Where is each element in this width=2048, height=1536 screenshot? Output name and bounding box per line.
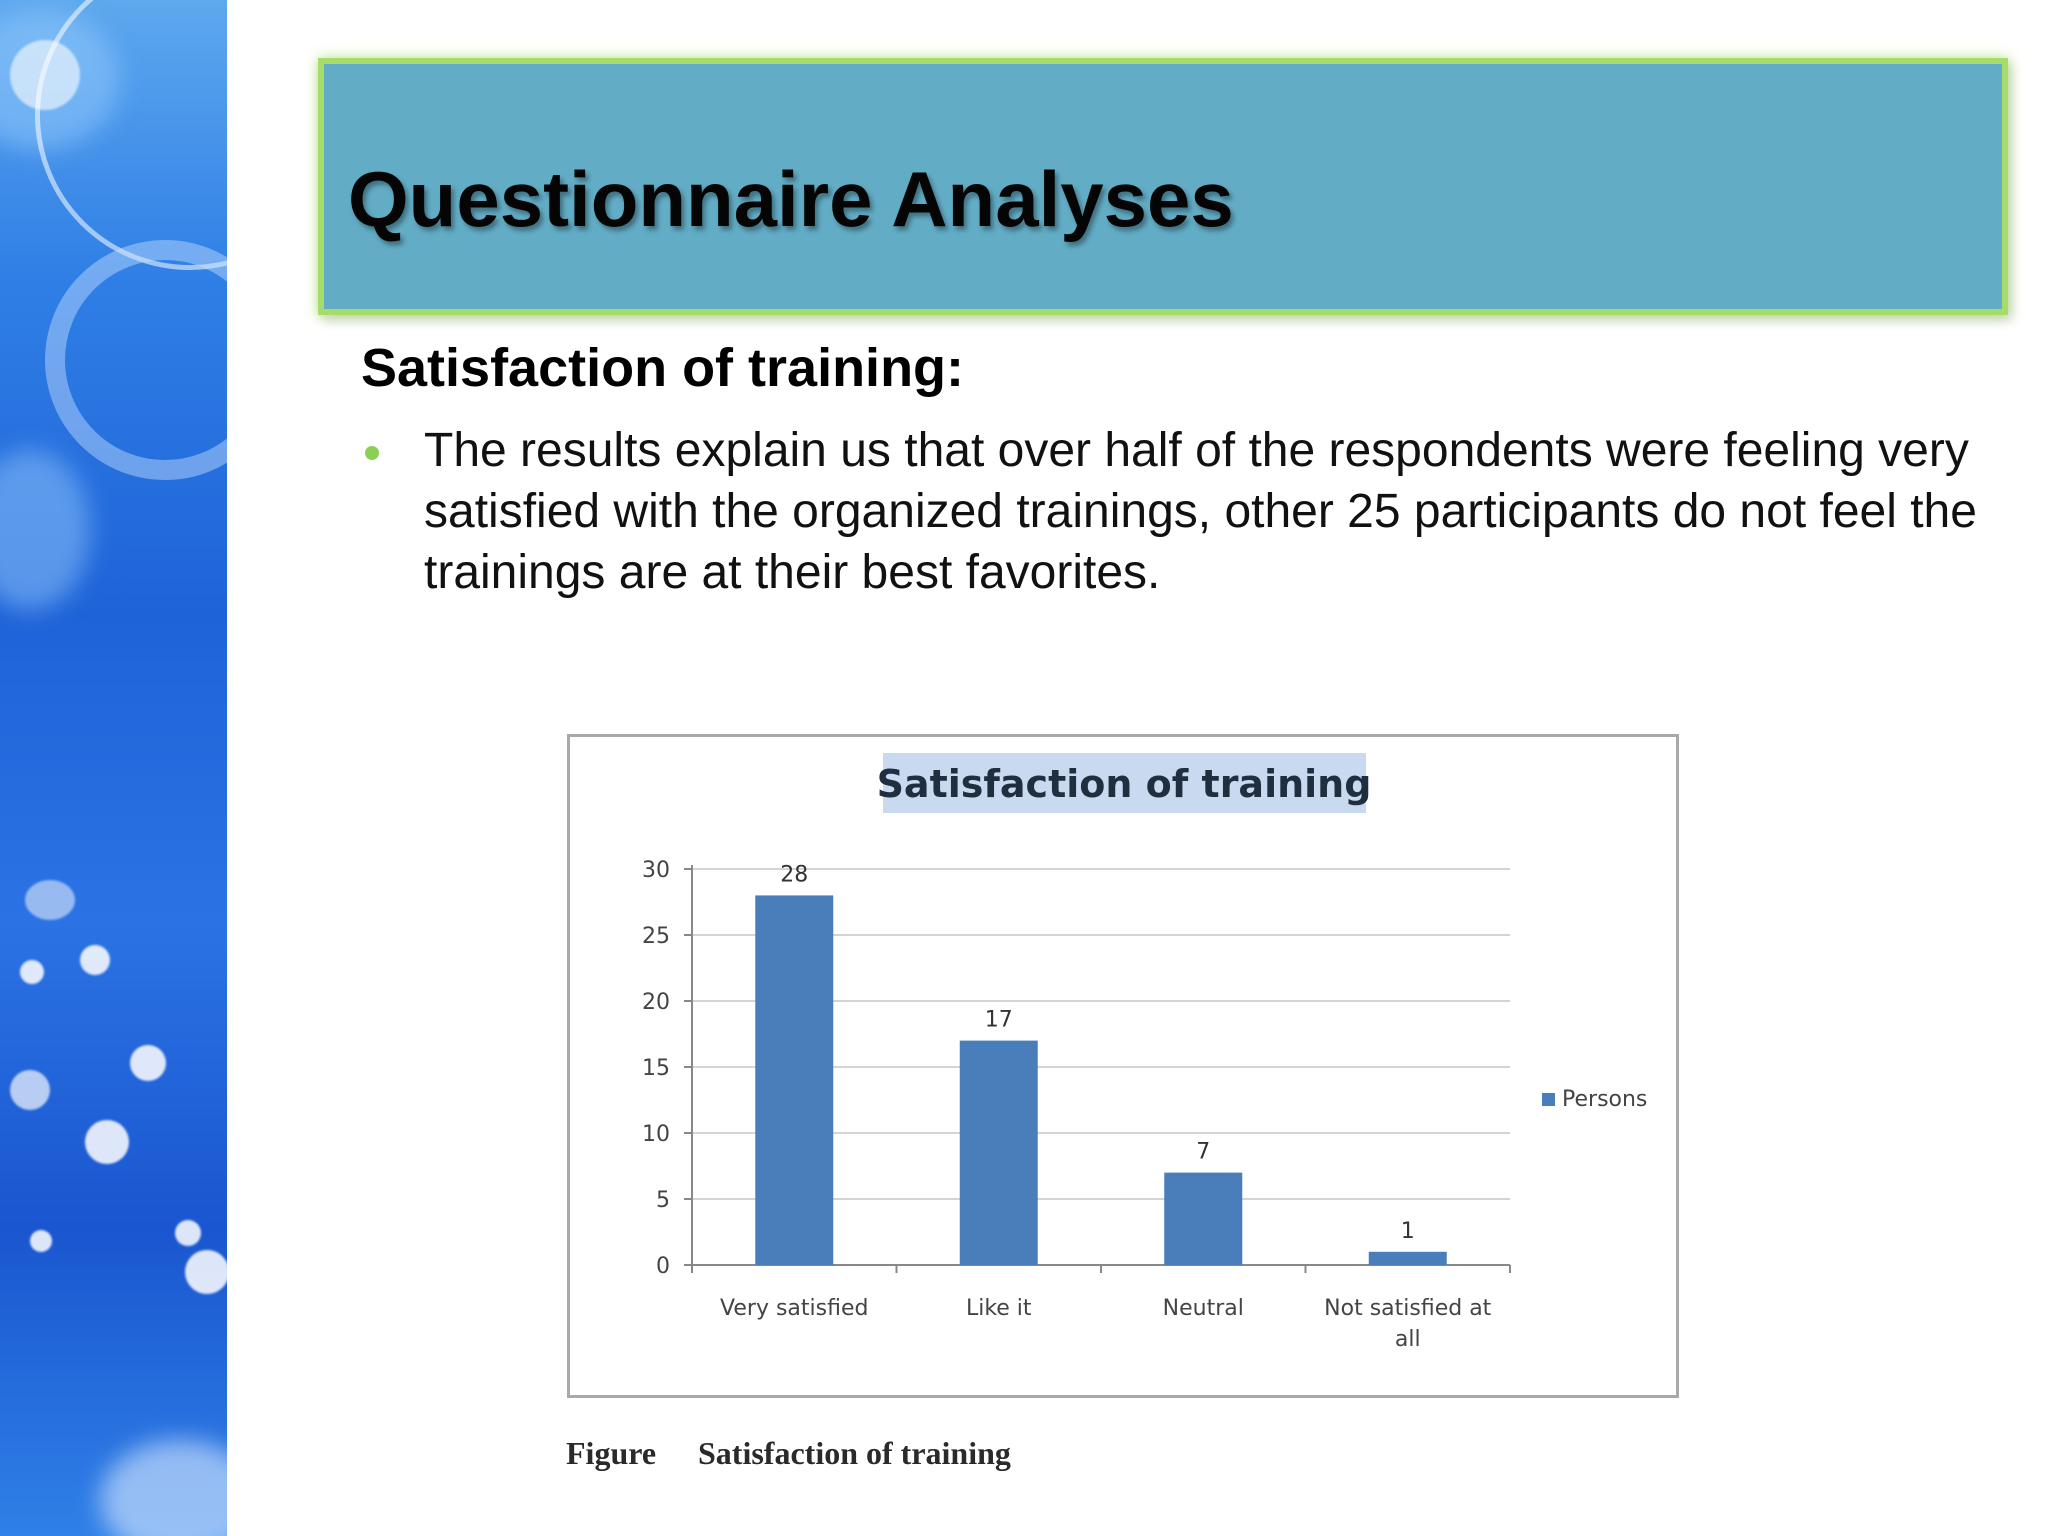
bubble-shape <box>80 945 110 975</box>
y-tick-label: 10 <box>642 1122 670 1147</box>
bullet-text: The results explain us that over half of… <box>424 424 1977 599</box>
x-category-label: Not satisfied at all <box>1324 1296 1492 1352</box>
bubble-shape <box>175 1220 201 1246</box>
chart-title-background <box>883 753 1366 813</box>
figure-caption-label: Figure <box>566 1435 657 1471</box>
ring-shape <box>35 0 227 270</box>
x-category-label-line: all <box>1395 1327 1421 1352</box>
y-tick-label: 20 <box>642 990 670 1015</box>
chart-title: Satisfaction of training <box>877 762 1372 806</box>
figure-caption-title: Satisfaction of training <box>698 1435 1011 1471</box>
data-label: 28 <box>780 862 808 887</box>
bubble-shape <box>130 1045 166 1081</box>
y-tick-label: 0 <box>656 1254 670 1279</box>
bars <box>755 895 1447 1265</box>
x-category-label: Neutral <box>1163 1296 1244 1321</box>
labels: 0 5 10 15 20 25 30 28 Very satisfied 17 Like it 7 Ne… <box>642 858 1492 1352</box>
chart-frame: Satisfaction of training 0 5 10 15 20 25 30 28 V… <box>567 734 1679 1398</box>
x-category-label-line: Not satisfied at <box>1324 1296 1492 1321</box>
y-tick-label: 5 <box>656 1188 670 1213</box>
decorative-sidebar <box>0 0 227 1536</box>
bar <box>1368 1251 1447 1265</box>
y-tick-label: 15 <box>642 1056 670 1081</box>
bar <box>1164 1172 1243 1265</box>
y-tick-label: 30 <box>642 858 670 883</box>
slide-title: Questionnaire Analyses <box>348 155 1234 243</box>
bar-chart: Satisfaction of training 0 5 10 15 20 25 30 28 V… <box>642 753 1647 1352</box>
bubble-shape <box>10 40 80 110</box>
ring-shape <box>45 240 227 480</box>
bubble-shape <box>185 1250 227 1294</box>
bubble-shape <box>85 1120 129 1164</box>
y-tick-label: 25 <box>642 924 670 949</box>
x-category-label: Like it <box>966 1296 1032 1321</box>
x-category-label: Very satisfied <box>720 1296 868 1321</box>
bubble-shape <box>20 960 44 984</box>
glow-shape <box>100 1440 227 1536</box>
data-label: 1 <box>1401 1219 1415 1244</box>
bullet-icon <box>365 446 379 460</box>
glow-shape <box>0 450 90 610</box>
bubble-shape <box>30 1230 52 1252</box>
bubble-shape <box>25 880 75 920</box>
data-label: 7 <box>1196 1140 1210 1165</box>
legend-label: Persons <box>1562 1087 1647 1112</box>
bar <box>959 1040 1038 1265</box>
legend: Persons <box>1542 1087 1647 1112</box>
title-banner: Questionnaire Analyses <box>318 58 2008 315</box>
x-category-label-line: Neutral <box>1163 1296 1244 1321</box>
bubble-shape <box>10 1070 50 1110</box>
legend-swatch <box>1542 1093 1555 1106</box>
section-subheading: Satisfaction of training: <box>361 338 965 398</box>
x-category-label-line: Very satisfied <box>720 1296 868 1321</box>
data-label: 17 <box>985 1008 1013 1033</box>
x-category-label-line: Like it <box>966 1296 1032 1321</box>
bar <box>755 895 834 1265</box>
